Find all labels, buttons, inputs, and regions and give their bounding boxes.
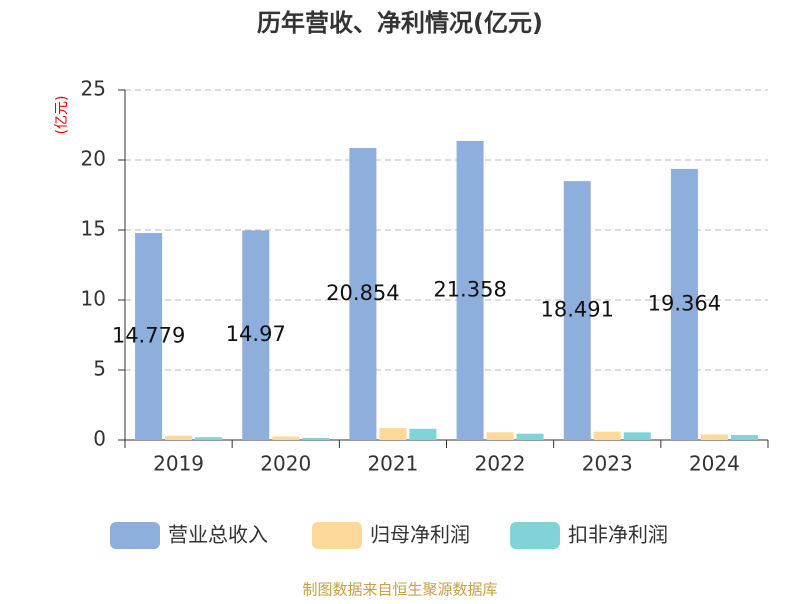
data-label: 19.364	[648, 291, 721, 315]
bar	[456, 140, 484, 440]
bar	[623, 432, 651, 440]
bar	[135, 233, 163, 440]
data-label: 14.97	[226, 322, 286, 346]
y-tick-label: 20	[81, 147, 106, 171]
x-tick-label: 2021	[367, 452, 418, 476]
bar	[670, 168, 698, 441]
y-tick-label: 25	[81, 77, 106, 101]
bar	[730, 435, 758, 440]
x-tick-label: 2020	[260, 452, 311, 476]
bar	[563, 181, 591, 440]
data-label: 18.491	[541, 298, 614, 322]
bar	[379, 428, 407, 440]
bar	[165, 435, 193, 440]
legend-swatch	[312, 522, 362, 549]
data-label: 20.854	[326, 281, 399, 305]
y-tick-label: 10	[81, 287, 106, 311]
legend-swatch	[510, 522, 560, 549]
y-tick-label: 5	[93, 357, 106, 381]
y-tick-label: 15	[81, 217, 106, 241]
legend-label: 归母净利润	[370, 523, 470, 547]
source-note: 制图数据来自恒生聚源数据库	[302, 581, 497, 599]
x-tick-label: 2024	[689, 452, 740, 476]
bar	[486, 432, 514, 440]
bar	[593, 431, 621, 440]
bar	[409, 428, 437, 440]
bar	[516, 433, 544, 440]
y-axis-label: (亿元)	[54, 96, 70, 135]
bar	[272, 436, 300, 440]
bar	[349, 148, 377, 440]
x-tick-label: 2022	[475, 452, 526, 476]
y-tick-label: 0	[93, 427, 106, 451]
legend-swatch	[110, 522, 160, 549]
bar	[195, 437, 223, 440]
bar	[242, 230, 270, 440]
legend-label: 营业总收入	[168, 523, 268, 547]
bar	[700, 434, 728, 440]
x-tick-label: 2023	[582, 452, 633, 476]
chart-title: 历年营收、净利情况(亿元)	[257, 9, 543, 37]
bar	[302, 437, 330, 440]
x-tick-label: 2019	[153, 452, 204, 476]
data-label: 14.779	[112, 324, 185, 348]
legend-label: 扣非净利润	[568, 523, 668, 547]
data-label: 21.358	[433, 277, 506, 301]
